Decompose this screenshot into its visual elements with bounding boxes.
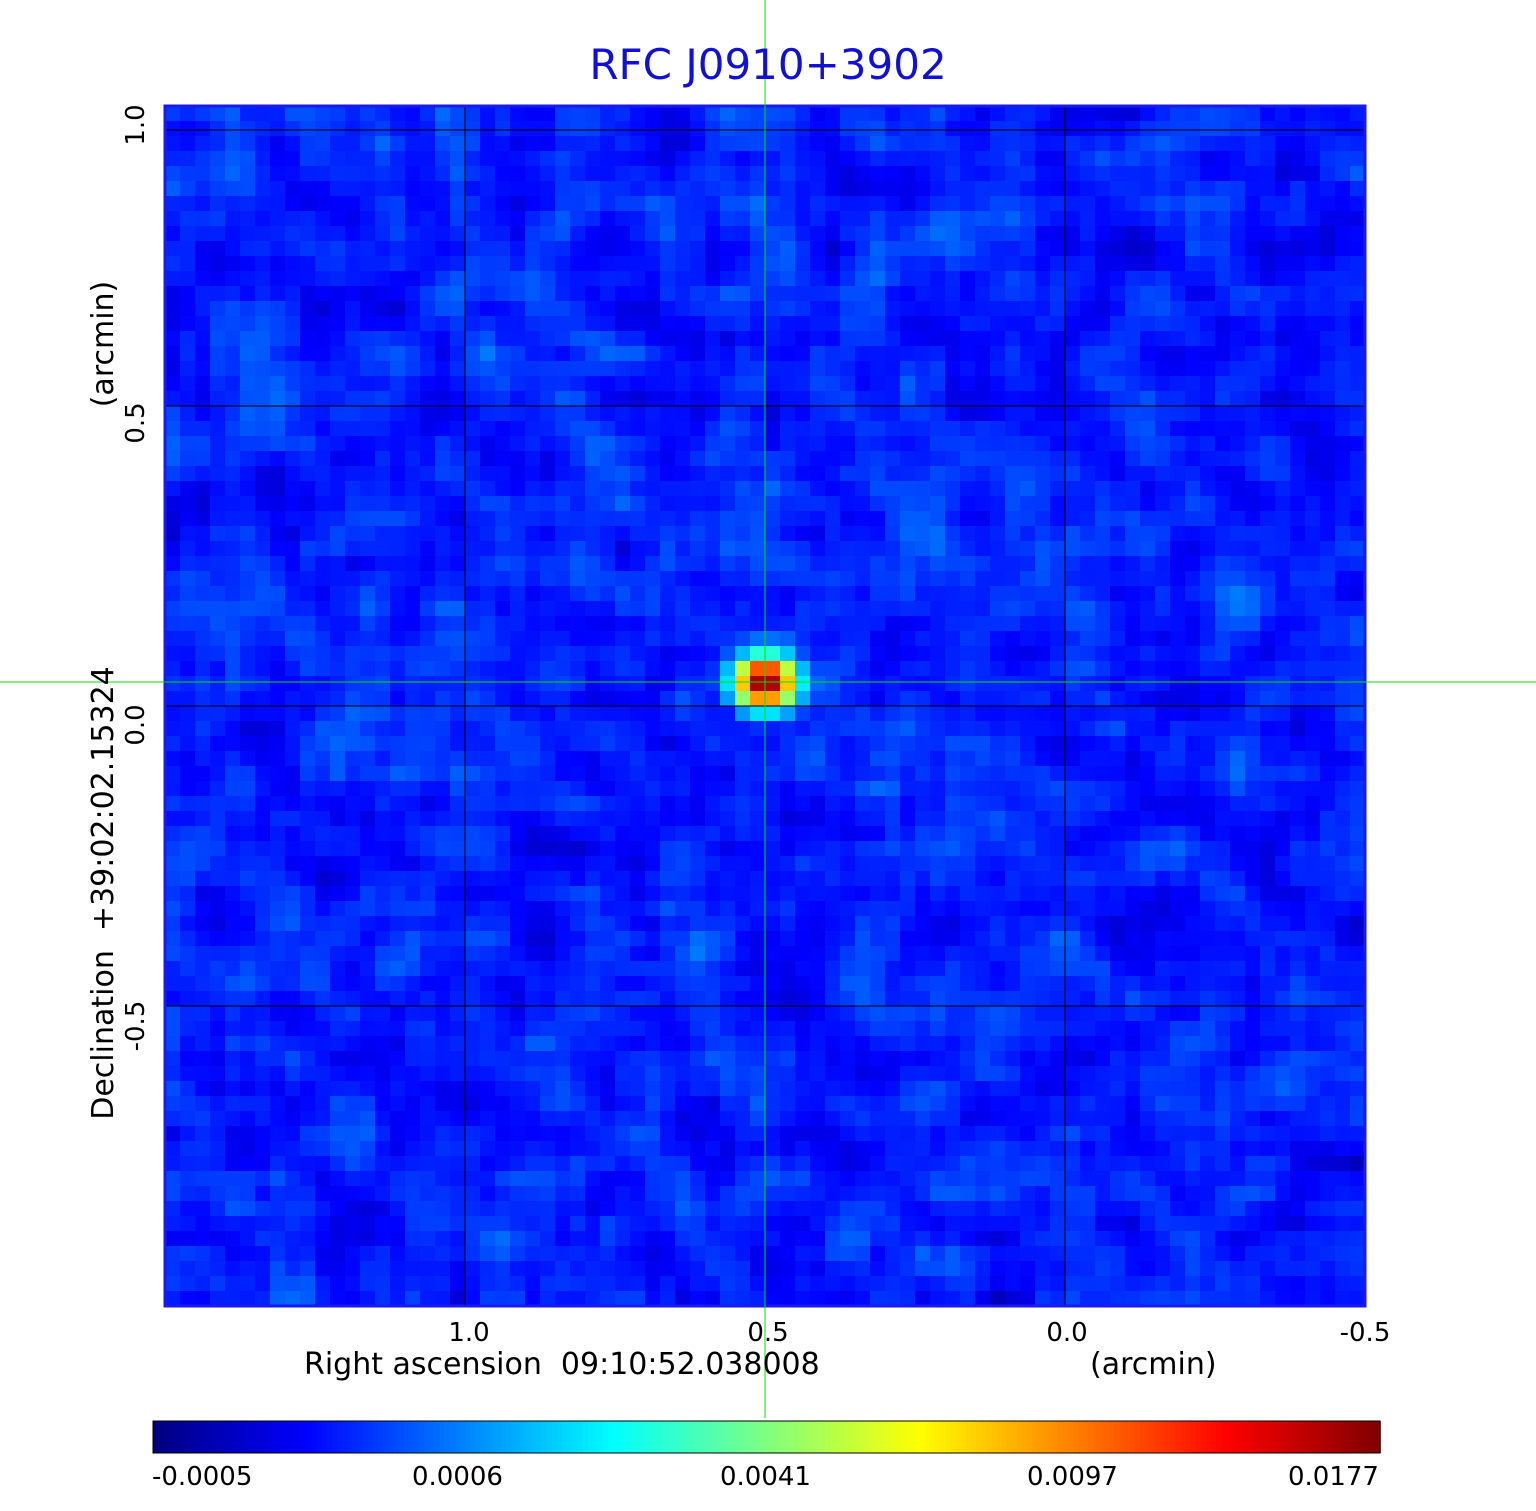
x-axis-label: Right ascension 09:10:52.038008 <box>304 1347 820 1382</box>
crosshair <box>0 0 1536 1418</box>
y-axis-label: Declination +39:02:02.15324 <box>86 666 121 1120</box>
colorbar-tick-label: 0.0097 <box>1027 1462 1118 1492</box>
y-tick-label: 0.5 <box>121 402 151 444</box>
colorbar-tick-label: 0.0041 <box>720 1462 811 1492</box>
colorbar-outline <box>152 1420 1381 1454</box>
x-tick-label: 0.0 <box>1046 1318 1088 1348</box>
x-tick-label: 1.0 <box>448 1318 490 1348</box>
colorbar-tick-label: 0.0006 <box>412 1462 503 1492</box>
colorbar <box>152 1420 1381 1454</box>
y-tick-label: -0.5 <box>121 1000 151 1052</box>
y-axis-unit: (arcmin) <box>86 280 121 408</box>
colorbar-tick-label: -0.0005 <box>152 1462 253 1492</box>
x-axis-unit: (arcmin) <box>1090 1347 1217 1382</box>
y-tick-label: 1.0 <box>121 104 151 146</box>
colorbar-tick-label: 0.0177 <box>1288 1462 1379 1492</box>
x-tick-label: -0.5 <box>1339 1318 1391 1348</box>
image-pixels <box>165 106 1366 1307</box>
chart-title: RFC J0910+3902 <box>589 40 947 89</box>
x-tick-label: 0.5 <box>747 1318 789 1348</box>
y-tick-label: 0.0 <box>121 704 151 746</box>
